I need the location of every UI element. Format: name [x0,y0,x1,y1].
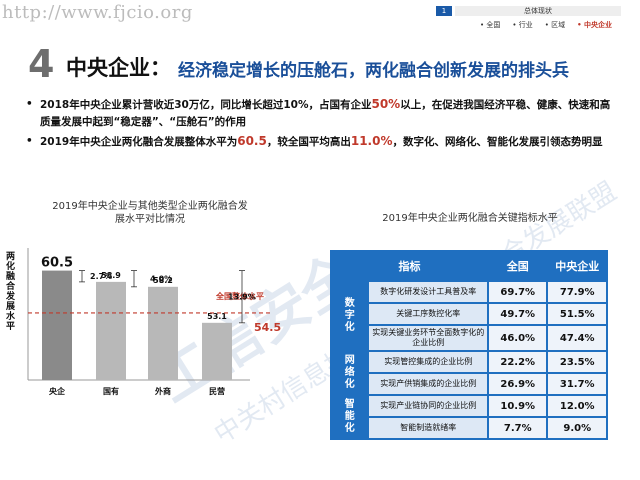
bullet-text: 以上，在促进我国经济平稳、健康、快速和高质量发展中起到“稳定器”、“压舱石”的作… [40,99,611,128]
bar-value-label: 60.5 [41,256,73,271]
national-value-cell: 69.7% [486,280,549,304]
table-row: 数字化数字化研发设计工具普及率 69.7% 77.9% [329,280,608,352]
table-title: 2019年中央企业两化融合关键指标水平 [382,213,558,224]
bullet-text: ，较全国平均高出 [266,136,351,148]
indicator-cell: 智能制造就绪率 [367,416,489,440]
x-tick-label: 央企 [49,386,66,396]
x-tick-label: 民营 [209,386,225,396]
indicator-cell: 实现产业链协同的企业比例 [367,394,489,418]
indicator-cell: 实现产供销集成的企业比例 [367,372,489,396]
bullet-text: ，数字化、网络化、智能化发展引领态势明显 [392,136,603,148]
diff-label: 4.0% [150,275,172,284]
indicator-cell: 关键工序数控化率 [367,302,489,326]
highlight-value: 11.0% [350,134,393,148]
highlight-value: 50% [371,97,401,111]
bar-value-label: 53.1 [207,312,227,321]
central-value-cell: 23.5% [546,350,608,374]
central-value-cell: 51.5% [546,302,608,326]
bar-value-label: 58.2 [153,276,173,285]
diff-label: 2.7% [90,272,112,281]
slide-number: 4 [28,42,55,86]
page-subtitle: 经济稳定增长的压舱石，两化融合创新发展的排头兵 [178,61,569,81]
central-value-cell: 9.0% [546,416,608,440]
header-national: 全国 [486,250,549,282]
bar-1 [96,281,126,380]
chart-y-axis-label: 两化融合发展水平 [6,252,16,332]
table-row: 实现关键业务环节全面数字化的企业比例 46.0% 47.4% [331,324,608,352]
header-indicator: 指标 [330,250,489,282]
section-number: 1 [436,6,452,16]
national-value-cell: 46.0% [486,324,549,352]
bar-3 [202,322,232,380]
table-row: 实现产供销集成的企业比例 26.9% 31.7% [331,372,608,396]
section-tab[interactable]: 总体现状 [455,6,621,16]
category-cell: 智能化 [329,394,370,440]
central-value-cell: 77.9% [546,280,608,304]
nav-item-industry[interactable]: • 行业 [512,21,533,29]
bullet-text: 2019年中央企业两化融合发展整体水平为 [40,136,238,148]
table-header-row: 指标 全国 中央企业 [330,250,608,282]
sub-nav: • 全国 • 行业 • 区域 • 中央企业 [480,20,612,30]
national-value-cell: 10.9% [486,394,549,418]
national-value-cell: 22.2% [486,350,549,374]
indicator-cell: 实现关键业务环节全面数字化的企业比例 [367,324,489,352]
nav-item-central-enterprise[interactable]: • 中央企业 [577,21,612,29]
bullet-text: 2018年中央企业累计营收近30万亿，同比增长超过10%，占国有企业 [40,99,372,111]
highlight-value: 60.5 [237,134,267,148]
x-tick-label: 国有 [103,386,119,396]
bar-chart: 60.5 央企 58.9 国有 58.2 外商 53.1 民营 全国整体水平 54.5 2.7% 4.… [27,248,281,396]
bullet-item: 2019年中央企业两化融合发展整体水平为60.5，较全国平均高出11.0%，数字… [24,133,620,151]
national-value-cell: 26.9% [486,372,549,396]
page-title: 中央企业： [66,56,171,80]
bullet-list: 2018年中央企业累计营收近30万亿，同比增长超过10%，占国有企业50%以上，… [24,96,620,153]
national-value-cell: 49.7% [486,302,549,326]
indicator-table: 指标 全国 中央企业数字化数字化研发设计工具普及率 69.7% 77.9% 关键工序数控化… [329,250,608,440]
central-value-cell: 12.0% [546,394,608,418]
watermark-url: http://www.fjcio.org [2,2,193,23]
bar-0 [42,270,72,380]
table-row: 网络化实现管控集成的企业比例 22.2% 23.5% [329,350,608,396]
table-row: 智能制造就绪率 7.7% 9.0% [331,416,608,440]
national-value-cell: 7.7% [486,416,549,440]
indicator-cell: 数字化研发设计工具普及率 [367,280,489,304]
bar-value-label: 58.9 [101,271,121,280]
category-cell: 网络化 [329,350,370,396]
x-tick-label: 外商 [155,386,171,396]
reference-line-label: 全国整体水平 [215,291,264,301]
chart-title: 2019年中央企业与其他类型企业两化融合发展水平对比情况 [52,201,248,225]
nav-item-region[interactable]: • 区域 [544,21,566,29]
bar-2 [148,286,178,380]
central-value-cell: 31.7% [546,372,608,396]
central-value-cell: 47.4% [546,324,608,352]
diff-label: 13.9% [228,293,256,302]
table-row: 智能化实现产业链协同的企业比例 10.9% 12.0% [329,394,608,440]
nav-item-national[interactable]: • 全国 [480,21,501,29]
category-cell: 数字化 [329,280,370,352]
indicator-cell: 实现管控集成的企业比例 [367,350,489,374]
reference-line-value: 54.5 [254,321,281,334]
bullet-item: 2018年中央企业累计营收近30万亿，同比增长超过10%，占国有企业50%以上，… [24,96,620,131]
table-row: 关键工序数控化率 49.7% 51.5% [331,302,608,326]
header-central: 中央企业 [546,250,608,282]
